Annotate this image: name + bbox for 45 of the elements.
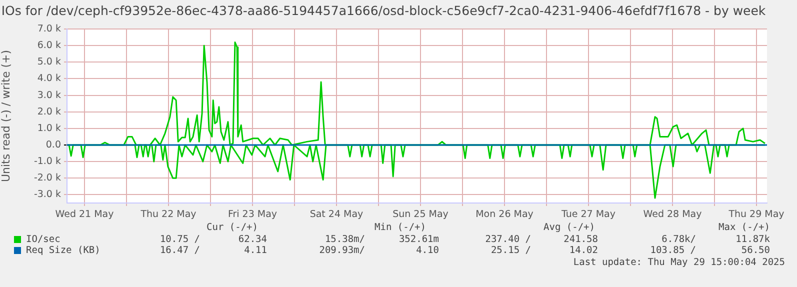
- legend-label: IO/sec: [26, 234, 60, 244]
- x-tick-label: Wed 28 May: [643, 209, 702, 220]
- text: Cur (-/+): [206, 222, 258, 233]
- text: 11.87k: [736, 234, 770, 244]
- text: 25.15 /: [490, 245, 531, 256]
- y-tick-label: -3.0 k: [34, 189, 62, 200]
- y-tick-label: -1.0 k: [34, 156, 62, 168]
- y-tick-label: 6.0 k: [37, 40, 62, 52]
- x-tick-label: Sat 24 May: [310, 209, 364, 220]
- text: Last update: Thu May 29 15:00:04 2025: [573, 256, 785, 268]
- text: 103.85 /: [650, 245, 696, 256]
- y-tick-label: 5.0 k: [37, 56, 62, 68]
- text: Max (-/+): [718, 222, 770, 233]
- text: 241.58: [564, 234, 598, 244]
- x-tick-label: Sun 25 May: [392, 209, 449, 220]
- chart-title: IOs for /dev/ceph-cf93952e-86ec-4378-aa86-5194457a1666/osd-block-c56e9cf7-2ca0-4231-9406-46efdf7f1678 - by week: [1, 2, 766, 18]
- text: 10.75 /: [160, 234, 200, 244]
- text: Min (-/+): [374, 222, 426, 233]
- y-axis-title: Units read (-) / write (+): [0, 50, 12, 182]
- y-tick-label: 1.0 k: [37, 122, 62, 134]
- x-tick-label: Mon 26 May: [476, 209, 534, 220]
- x-tick-label: Tue 27 May: [560, 209, 616, 220]
- legend-label: Req Size (KB): [26, 245, 100, 256]
- x-tick-label: Wed 21 May: [55, 209, 114, 220]
- text: 4.11: [244, 245, 267, 256]
- x-tick-label: Thu 29 May: [728, 209, 785, 220]
- x-tick-label: Thu 22 May: [140, 209, 197, 220]
- text: 6.78k/: [662, 234, 696, 244]
- y-tick-label: 3.0 k: [37, 90, 62, 101]
- y-tick-label: -2.0 k: [34, 172, 62, 184]
- text: 16.47 /: [160, 245, 200, 256]
- text: 237.40 /: [485, 234, 531, 244]
- x-tick-label: Fri 23 May: [228, 209, 278, 220]
- y-tick-label: 7.0 k: [37, 23, 62, 34]
- y-tick-label: 0.0: [46, 139, 61, 150]
- text: 4.10: [416, 245, 439, 256]
- y-tick-label: 2.0 k: [37, 106, 62, 118]
- text: Avg (-/+): [544, 222, 595, 233]
- text: 209.93m/: [319, 245, 365, 256]
- y-tick-label: 4.0 k: [37, 73, 62, 84]
- text: 352.61m: [398, 234, 439, 244]
- text: 14.02: [569, 245, 598, 256]
- text: 56.50: [741, 245, 770, 256]
- text: 15.38m/: [324, 234, 365, 244]
- text: 62.34: [238, 234, 267, 244]
